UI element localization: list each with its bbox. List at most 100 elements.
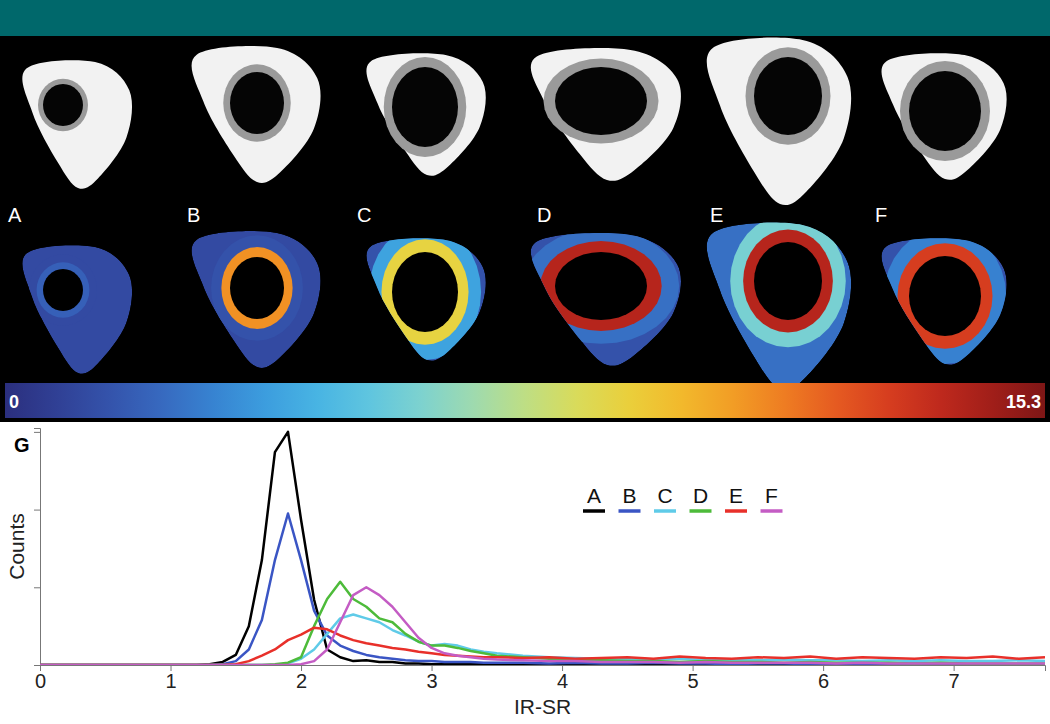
y-tick xyxy=(34,510,40,511)
legend-label: E xyxy=(729,484,743,507)
heat-cell xyxy=(540,241,661,331)
series-line xyxy=(40,513,1045,665)
image-panel xyxy=(0,36,1050,422)
ct-image xyxy=(707,38,851,206)
series-line xyxy=(40,432,1045,665)
marrow-cavity xyxy=(909,71,981,151)
trabecular-zone xyxy=(900,61,990,161)
plot-area xyxy=(40,432,1045,665)
cortex xyxy=(707,38,851,206)
figure: ABCDEF015.3G01234567IR-SRCountsABCDEF xyxy=(0,0,1050,724)
x-tick-label: 7 xyxy=(949,670,960,692)
y-tick-mark xyxy=(34,587,40,588)
marrow-cavity xyxy=(230,257,284,319)
trabecular-zone xyxy=(223,64,291,142)
marrow-cavity xyxy=(392,67,458,147)
legend-swatch xyxy=(583,509,605,513)
legend-swatch xyxy=(761,509,783,513)
series-line xyxy=(40,587,1045,665)
y-axis-title: Counts xyxy=(5,513,28,580)
x-tick: 5 xyxy=(688,665,699,692)
heat-cell xyxy=(37,262,90,317)
y-tick-mark xyxy=(34,665,40,666)
x-tick: 7 xyxy=(949,665,960,692)
heat-cell xyxy=(192,231,321,368)
panel-label: C xyxy=(357,204,371,226)
panel-label: F xyxy=(875,204,887,226)
x-tick-label: 2 xyxy=(296,670,307,692)
marrow-cavity xyxy=(555,67,647,135)
cortex xyxy=(22,60,132,189)
heat-map xyxy=(22,245,132,374)
x-tick: 2 xyxy=(296,665,307,692)
x-axis: 0 1 2 3 4 5 6 7 xyxy=(35,665,1046,692)
colorbar-tick-label: 15.3 xyxy=(1006,392,1041,412)
legend: ABCDEF xyxy=(583,484,783,511)
heat-cell xyxy=(369,224,481,360)
x-tick-label: 5 xyxy=(688,670,699,692)
legend-swatch xyxy=(690,509,712,513)
heat-map xyxy=(882,228,1007,365)
marrow-cavity xyxy=(754,57,822,135)
x-tick: 6 xyxy=(818,665,829,692)
panel-label: E xyxy=(710,204,723,226)
panel-label: A xyxy=(8,204,22,226)
x-tick-label: 0 xyxy=(35,670,46,692)
y-tick xyxy=(34,432,40,433)
chart-title: G xyxy=(14,434,30,456)
ct-image xyxy=(531,48,681,181)
marrow-cavity xyxy=(754,242,822,320)
heat-cell xyxy=(884,228,1006,364)
marrow-cavity xyxy=(230,72,284,134)
x-tick: 1 xyxy=(165,665,176,692)
heat-cell xyxy=(211,235,303,340)
colorbar-tick-label: 0 xyxy=(9,392,19,412)
cortex xyxy=(366,53,485,176)
legend-label: D xyxy=(693,484,708,507)
series-line xyxy=(40,628,1045,665)
heat-cell xyxy=(897,243,992,349)
y-tick-mark xyxy=(34,510,40,511)
trabecular-zone xyxy=(544,59,659,144)
cortex xyxy=(192,46,321,183)
y-tick xyxy=(34,665,40,666)
heat-cell xyxy=(523,228,679,344)
cortex xyxy=(882,53,1007,180)
series-line xyxy=(40,614,1045,665)
x-axis-line xyxy=(41,666,1046,672)
marrow-cavity xyxy=(909,256,981,336)
ct-image xyxy=(22,60,132,189)
x-tick-label: 4 xyxy=(557,670,568,692)
heat-map xyxy=(707,215,851,390)
y-axis-line xyxy=(34,429,41,666)
colorbar xyxy=(5,383,1045,418)
legend-label: F xyxy=(765,484,778,507)
x-axis-title: IR-SR xyxy=(514,695,571,718)
legend-label: B xyxy=(622,484,636,507)
ct-image xyxy=(366,53,485,176)
heat-cell xyxy=(381,239,468,345)
x-tick-label: 3 xyxy=(426,670,437,692)
ct-image xyxy=(192,46,321,183)
heat-cell xyxy=(29,254,97,325)
marrow-cavity xyxy=(392,252,458,332)
heat-map xyxy=(366,224,485,361)
heat-cell xyxy=(743,230,833,333)
trabecular-zone xyxy=(38,79,88,132)
marrow-cavity xyxy=(43,84,83,126)
series-line xyxy=(40,582,1045,665)
heat-cell xyxy=(22,245,132,374)
x-tick: 0 xyxy=(35,665,46,692)
legend-swatch xyxy=(725,509,747,513)
legend-label: C xyxy=(657,484,672,507)
banner xyxy=(0,0,1050,36)
trabecular-zone xyxy=(746,47,831,145)
panel-label: D xyxy=(537,204,551,226)
legend-label: A xyxy=(587,484,601,507)
y-tick xyxy=(34,587,40,588)
heat-cell xyxy=(221,247,292,329)
marrow-cavity xyxy=(555,252,647,320)
heat-map xyxy=(523,228,681,366)
y-axis xyxy=(34,429,41,666)
ct-image xyxy=(882,53,1007,180)
